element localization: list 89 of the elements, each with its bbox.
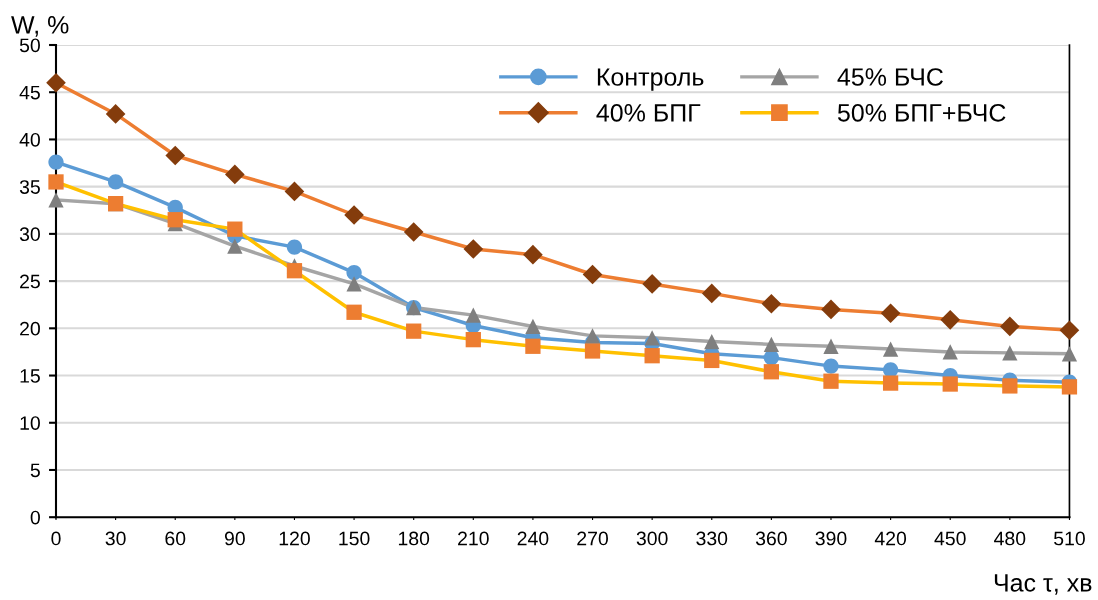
- point: [584, 328, 601, 344]
- point: [823, 373, 839, 389]
- point: [286, 263, 303, 279]
- point: [644, 330, 660, 346]
- y-tick-label: 45: [19, 85, 40, 100]
- point: [940, 310, 961, 330]
- point: [286, 239, 303, 255]
- point: [525, 338, 541, 354]
- y-tick-label: 15: [20, 369, 40, 383]
- y-tick-label: 25: [20, 274, 40, 289]
- point: [882, 341, 899, 357]
- x-tick-label: 480: [994, 531, 1026, 546]
- x-tick-label: 180: [398, 531, 430, 546]
- x-tick-label: 120: [279, 531, 310, 546]
- x-tick-label: 240: [517, 531, 549, 546]
- y-axis-title: W, %: [11, 16, 69, 37]
- y-tick-label: 50: [19, 38, 40, 53]
- point: [46, 72, 66, 93]
- point: [346, 304, 362, 320]
- point: [165, 145, 186, 166]
- point: [525, 318, 541, 335]
- legend-label: 40% БПГ: [596, 103, 701, 122]
- y-tick-label: 10: [20, 416, 40, 430]
- x-tick-label: 330: [696, 531, 728, 546]
- point: [704, 333, 720, 350]
- point: [584, 343, 601, 359]
- x-tick-label: 90: [224, 531, 245, 546]
- x-tick-label: 150: [339, 531, 370, 546]
- point: [942, 376, 958, 392]
- y-tick-label: 30: [19, 227, 40, 242]
- x-tick-label: 270: [577, 531, 608, 546]
- point: [167, 212, 183, 228]
- point: [582, 264, 603, 285]
- point: [346, 264, 362, 281]
- point: [701, 283, 722, 304]
- point: [463, 239, 484, 259]
- point: [465, 307, 481, 323]
- point: [1002, 345, 1018, 361]
- point: [227, 221, 243, 237]
- point: [403, 222, 424, 242]
- x-tick-label: 60: [165, 531, 186, 546]
- point: [821, 299, 841, 320]
- point: [346, 276, 362, 292]
- point: [406, 323, 422, 339]
- x-axis-title: Час τ, хв: [994, 574, 1092, 595]
- point: [48, 174, 64, 190]
- x-tick-label: 210: [458, 531, 489, 546]
- point: [763, 336, 780, 353]
- y-tick-label: 35: [19, 180, 40, 194]
- point: [344, 205, 364, 225]
- y-tick-label: 40: [19, 132, 40, 147]
- x-tick-label: 0: [51, 531, 61, 546]
- point: [1000, 316, 1020, 337]
- point: [105, 104, 126, 124]
- x-tick-label: 510: [1054, 531, 1085, 546]
- x-tick-label: 30: [105, 531, 126, 546]
- x-tick-label: 450: [934, 531, 966, 546]
- legend-label: Контроль: [597, 68, 704, 91]
- point: [882, 375, 899, 391]
- point: [1059, 320, 1080, 341]
- point: [644, 348, 660, 364]
- point: [823, 358, 839, 374]
- y-tick-label: 5: [30, 463, 40, 478]
- point: [942, 344, 958, 360]
- point: [642, 274, 662, 294]
- point: [107, 174, 124, 190]
- y-tick-label: 20: [20, 321, 40, 336]
- x-tick-label: 390: [815, 531, 847, 546]
- point: [880, 303, 901, 324]
- legend-label: 45% БЧС: [837, 68, 943, 86]
- x-tick-label: 300: [636, 531, 668, 546]
- point: [48, 154, 64, 170]
- y-tick-label: 0: [30, 510, 40, 525]
- point: [284, 181, 305, 202]
- point: [1061, 346, 1078, 362]
- point: [763, 364, 780, 380]
- point: [1061, 379, 1078, 395]
- legend-label: 50% БПГ+БЧС: [837, 103, 1006, 122]
- x-tick-label: 360: [755, 531, 787, 546]
- point: [704, 352, 720, 369]
- point: [761, 293, 782, 314]
- point: [523, 244, 543, 265]
- point: [465, 332, 481, 348]
- point: [225, 164, 245, 185]
- point: [823, 338, 839, 354]
- point: [227, 238, 243, 254]
- point: [48, 192, 64, 208]
- point: [1002, 378, 1018, 394]
- x-tick-label: 420: [874, 531, 907, 546]
